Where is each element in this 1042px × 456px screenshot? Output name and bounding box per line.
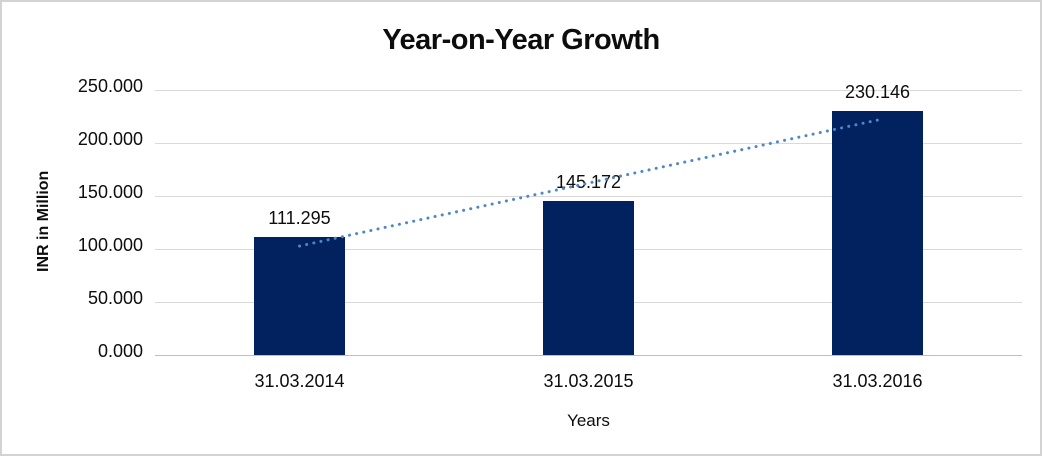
x-axis-title: Years: [567, 411, 610, 430]
y-tick-label: 150.000: [77, 182, 143, 202]
gridline: [155, 90, 1022, 91]
bar: [832, 111, 923, 355]
x-tick-label: 31.03.2015: [543, 371, 634, 391]
x-tick-label: 31.03.2016: [832, 371, 923, 391]
trendline: [298, 118, 879, 248]
gridline: [155, 196, 1022, 197]
y-tick-label: 50.000: [87, 288, 143, 308]
y-axis-tick-labels: 0.000 50.000 100.000 150.000 200.000 250.000: [2, 76, 143, 361]
y-tick-label: 200.000: [77, 129, 143, 149]
y-tick-label: 0.000: [97, 341, 143, 361]
plot-area: 111.295 31.03.2014 145.172 31.03.2015 230.14…: [155, 82, 1022, 391]
data-label: 145.172: [555, 172, 622, 192]
gridline: [155, 143, 1022, 144]
bar: [543, 201, 634, 355]
x-axis-line: [155, 355, 1022, 356]
data-label: 111.295: [268, 208, 331, 228]
bar: [254, 237, 345, 355]
y-tick-label: 250.000: [77, 76, 143, 96]
chart-title: Year-on-Year Growth: [382, 24, 660, 56]
x-tick-label: 31.03.2014: [254, 371, 345, 391]
data-label: 230.146: [844, 82, 911, 102]
y-tick-label: 100.000: [77, 235, 143, 255]
